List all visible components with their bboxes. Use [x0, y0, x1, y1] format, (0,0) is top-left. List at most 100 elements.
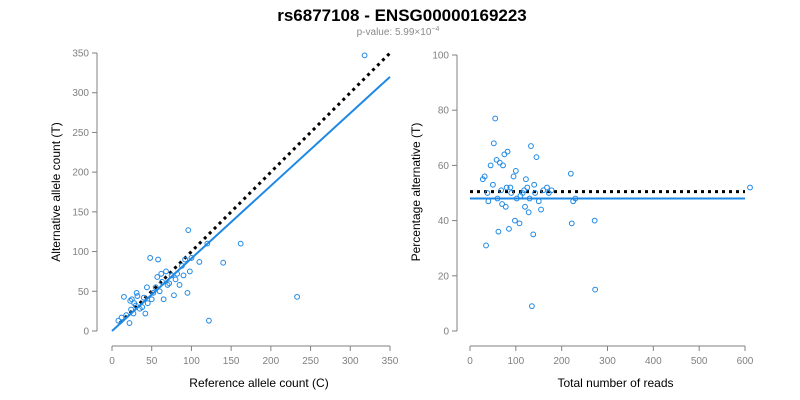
- x-tick-label: 300: [342, 356, 359, 367]
- data-point: [516, 220, 523, 227]
- data-point: [196, 258, 203, 265]
- data-point: [500, 162, 506, 169]
- x-tick-label: 200: [263, 356, 280, 367]
- allele-count-scatter-panel: 0 50 100 150 200 250 300 350 0 50 100 150 200 250 300 3…: [49, 49, 399, 391]
- data-point: [523, 176, 529, 183]
- data-point: [483, 242, 489, 249]
- data-point: [592, 286, 599, 293]
- data-point: [487, 162, 494, 169]
- data-point: [535, 198, 542, 205]
- data-point: [150, 289, 157, 296]
- reference-line: [118, 51, 392, 325]
- x-axis-label: Total number of reads: [557, 376, 673, 390]
- data-point: [115, 317, 122, 324]
- data-point: [144, 300, 151, 307]
- data-point: [220, 259, 227, 266]
- data-point: [166, 280, 173, 287]
- data-point: [506, 225, 512, 232]
- chart-title: rs6877108 - ENSG00000169223: [277, 6, 527, 25]
- data-point: [152, 284, 159, 291]
- data-point: [140, 294, 147, 301]
- data-point: [499, 201, 505, 207]
- data-point: [144, 284, 150, 291]
- data-point: [512, 217, 518, 224]
- fit-line: [111, 76, 391, 332]
- data-point: [481, 173, 488, 180]
- data-point: [493, 156, 500, 163]
- x-tick-label: 0: [109, 356, 115, 367]
- data-point: [531, 181, 538, 188]
- x-tick-label: 250: [302, 356, 319, 367]
- x-tick-label: 300: [599, 356, 616, 367]
- data-point: [180, 272, 187, 279]
- data-point: [294, 293, 300, 300]
- data-point: [494, 195, 501, 202]
- data-point: [171, 292, 177, 299]
- data-point: [525, 209, 532, 216]
- data-point: [522, 203, 528, 210]
- data-point: [572, 195, 579, 202]
- data-point: [206, 317, 212, 324]
- x-tick-label: 200: [553, 356, 570, 367]
- data-point: [490, 140, 497, 147]
- y-tick-label: 0: [83, 327, 89, 338]
- data-point: [538, 206, 544, 213]
- x-tick-label: 350: [382, 356, 399, 367]
- y-tick-label: 0: [443, 327, 449, 338]
- data-point: [237, 240, 244, 247]
- data-point: [502, 203, 509, 210]
- data-point: [123, 312, 130, 319]
- x-tick-label: 50: [146, 356, 158, 367]
- y-tick-label: 300: [72, 88, 89, 99]
- data-point: [130, 310, 137, 317]
- data-point: [147, 255, 154, 261]
- data-point: [133, 289, 140, 296]
- data-point: [139, 304, 146, 311]
- data-point: [498, 187, 505, 194]
- x-tick-label: 100: [183, 356, 200, 367]
- data-point: [142, 310, 149, 317]
- data-point: [156, 288, 163, 295]
- data-point: [163, 268, 169, 275]
- data-point: [134, 293, 141, 299]
- data-point: [174, 270, 181, 277]
- data-point: [508, 190, 515, 196]
- data-point: [548, 187, 555, 194]
- data-point: [747, 184, 753, 191]
- y-tick-label: 350: [72, 49, 89, 60]
- data-point: [188, 255, 195, 261]
- y-tick-label: 80: [438, 106, 450, 117]
- data-point: [510, 173, 517, 180]
- data-point: [118, 314, 125, 321]
- data-point: [185, 227, 192, 234]
- data-point: [519, 190, 526, 196]
- data-point: [544, 184, 550, 191]
- data-point: [132, 302, 139, 309]
- data-point: [503, 184, 510, 191]
- data-point: [501, 151, 508, 158]
- x-tick-label: 600: [737, 356, 754, 367]
- data-point: [528, 303, 535, 310]
- data-point: [513, 195, 520, 202]
- percentage-scatter-panel: 0 100 200 300 400 500 600 0 20 40 60 80 100 Total num…: [409, 51, 754, 391]
- data-point: [172, 276, 179, 283]
- data-point: [155, 256, 161, 263]
- data-point: [507, 184, 514, 191]
- x-axis-label: Reference allele count (C): [189, 376, 328, 390]
- data-point: [168, 272, 175, 279]
- data-point: [530, 231, 537, 238]
- data-point: [526, 195, 533, 202]
- y-tick-label: 250: [72, 128, 89, 139]
- data-point: [186, 268, 193, 275]
- data-point: [540, 187, 547, 194]
- data-point: [528, 143, 534, 149]
- data-point: [148, 296, 155, 303]
- x-tick-label: 500: [691, 356, 708, 367]
- y-tick-label: 150: [72, 207, 89, 218]
- data-point: [160, 296, 167, 303]
- data-point: [567, 170, 574, 177]
- chart-subtitle: p-value: 5.99×10−4: [357, 26, 440, 38]
- data-point: [178, 262, 185, 269]
- y-tick-label: 20: [438, 271, 450, 282]
- data-point: [121, 293, 127, 300]
